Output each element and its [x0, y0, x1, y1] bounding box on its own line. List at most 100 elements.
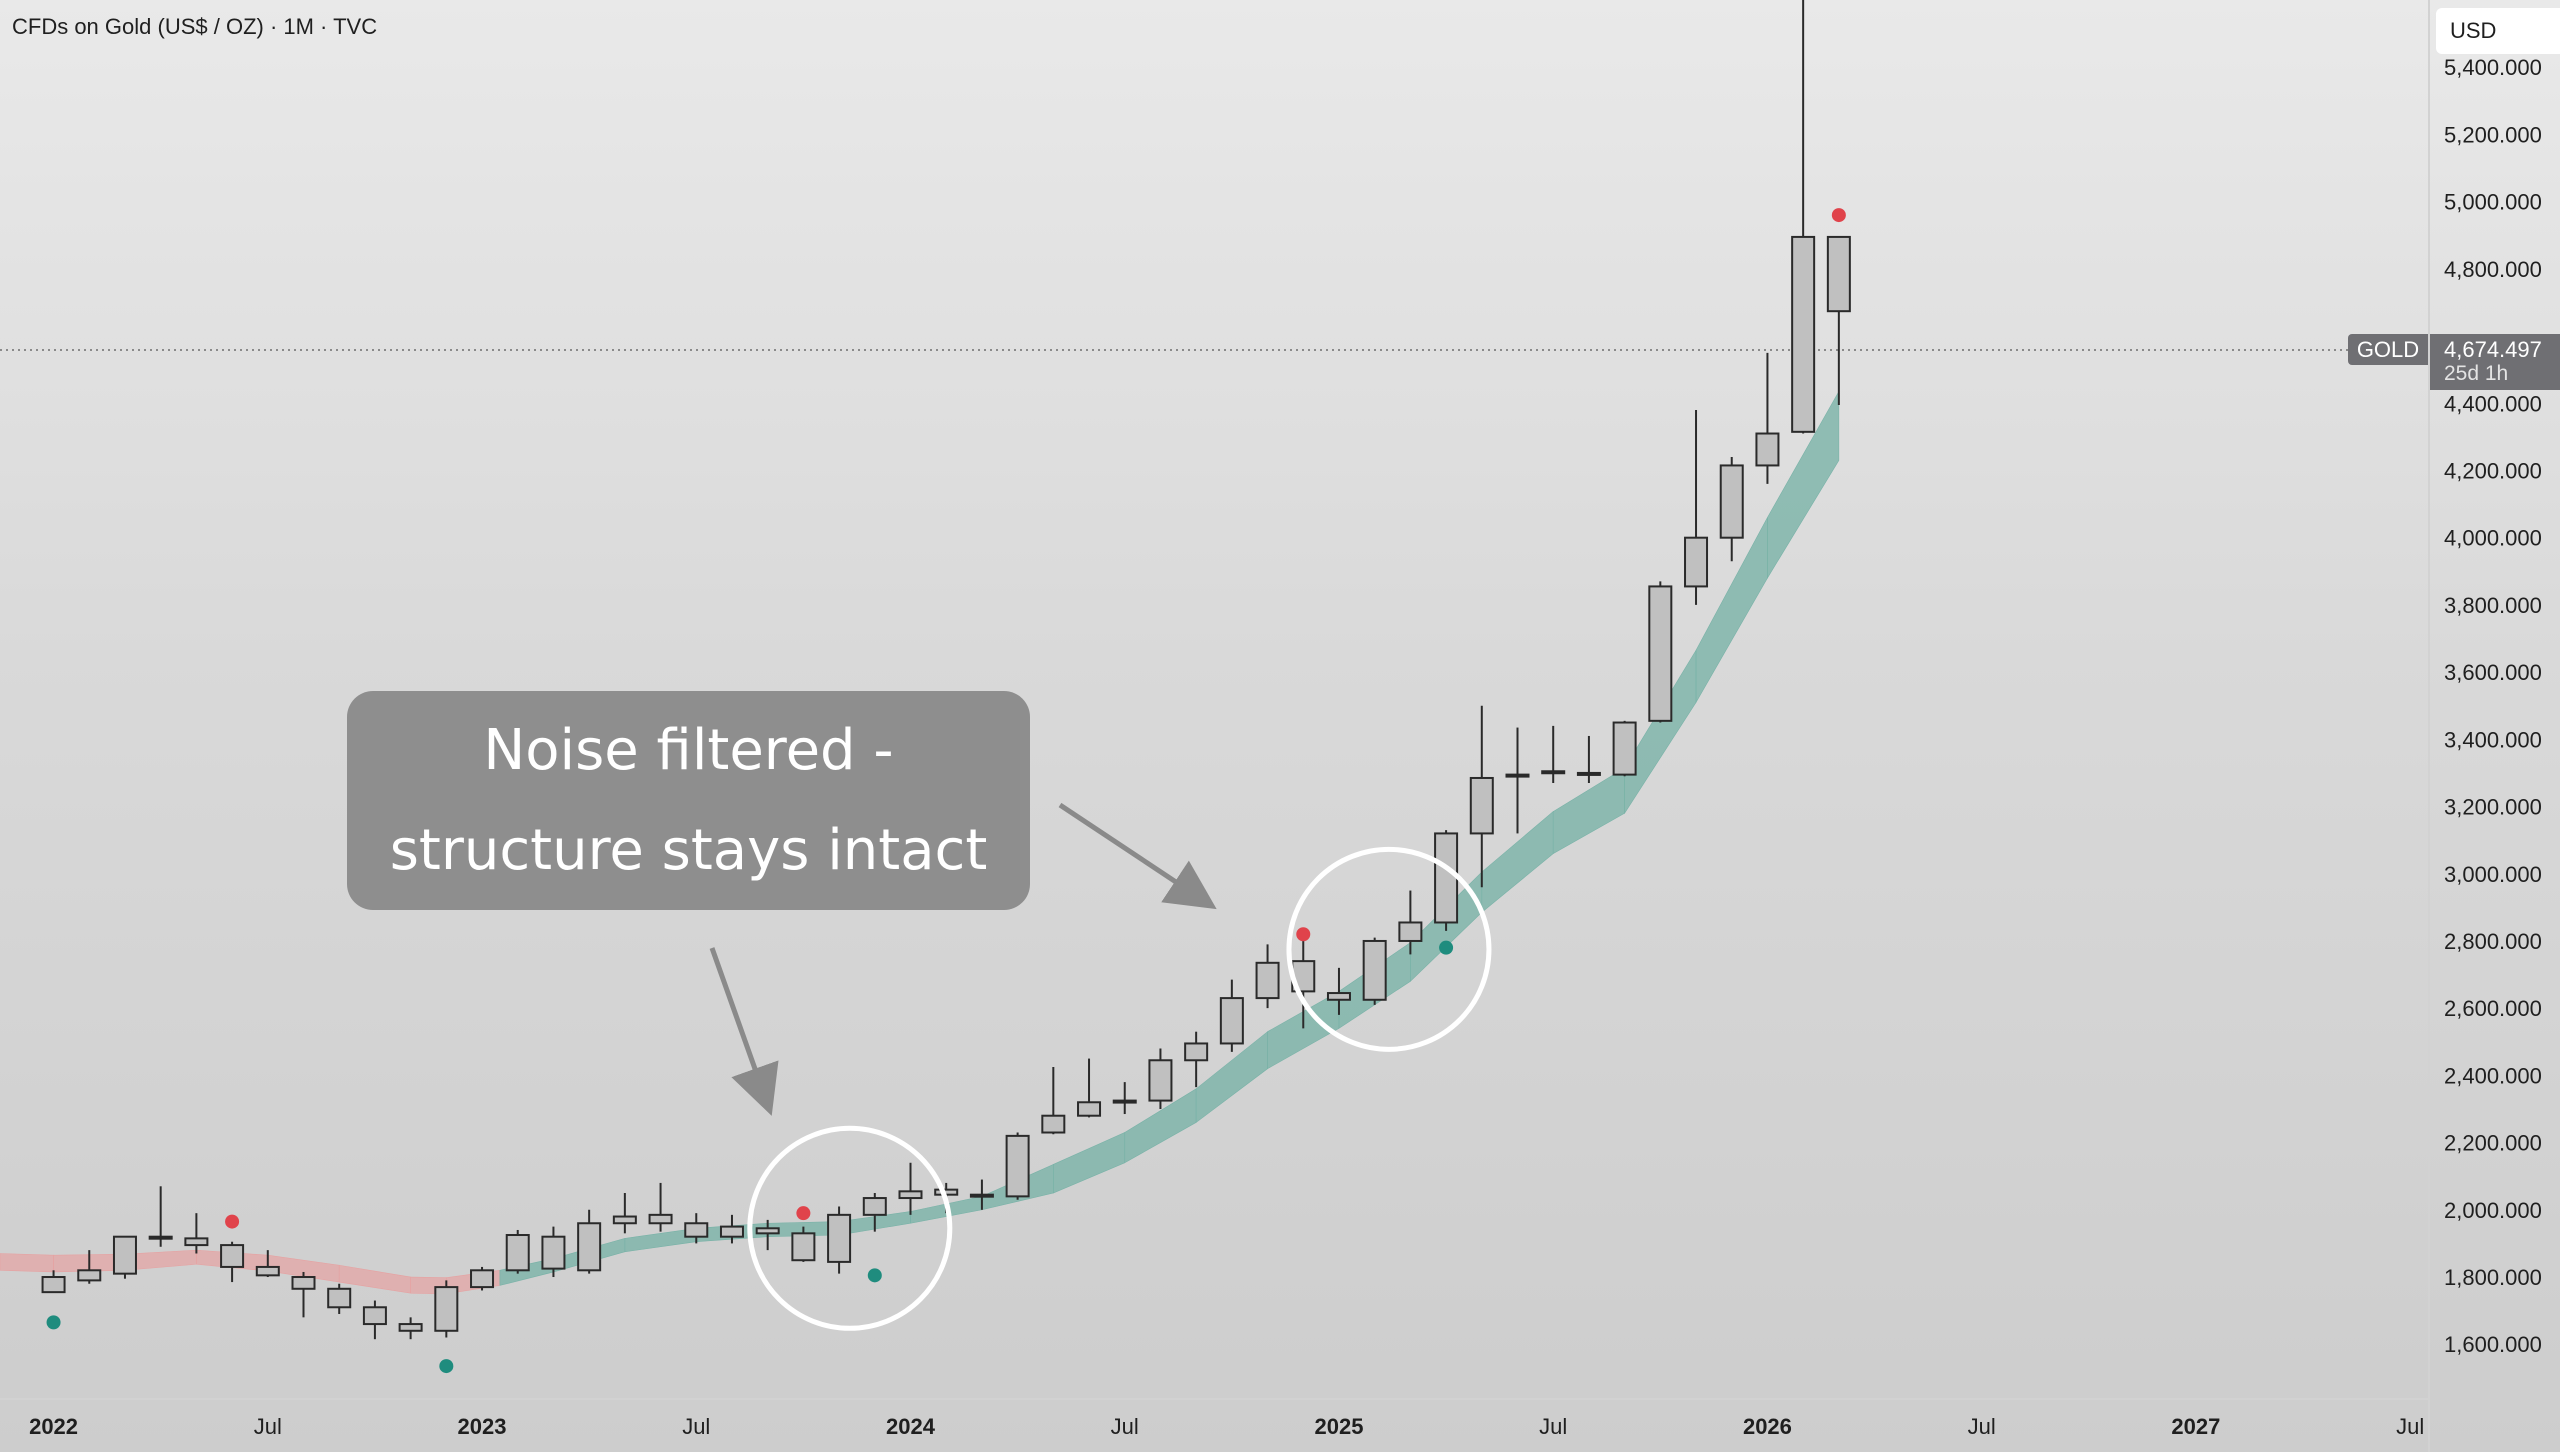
currency-selector[interactable]: USD [2436, 8, 2560, 54]
candle [470, 1266, 495, 1291]
candle [220, 1241, 245, 1283]
candle [648, 1182, 673, 1232]
candle [1148, 1048, 1173, 1109]
candle [1005, 1132, 1030, 1200]
price-tick-label: 4,200.000 [2444, 458, 2542, 483]
candle-body [1791, 235, 1816, 433]
chart-title: CFDs on Gold (US$ / OZ) · 1M · TVC [12, 14, 378, 39]
price-tick-label: 4,800.000 [2444, 257, 2542, 282]
candle-body [1112, 1099, 1137, 1104]
candle-body [1005, 1134, 1030, 1198]
candle-body [719, 1225, 744, 1238]
candle-body [862, 1197, 887, 1216]
last-price-label: 4,674.497 25d 1h [2430, 334, 2560, 390]
candle-body [612, 1215, 637, 1225]
candle-body [827, 1213, 852, 1263]
price-tick-label: 2,000.000 [2444, 1198, 2542, 1223]
candle-body [327, 1287, 352, 1309]
price-tick-label: 4,000.000 [2444, 526, 2542, 551]
price-tick-label: 3,800.000 [2444, 593, 2542, 618]
candle [327, 1283, 352, 1314]
candle [1041, 1066, 1066, 1135]
candle [112, 1235, 137, 1279]
time-tick-label: 2026 [1743, 1414, 1792, 1439]
candle-body [1077, 1101, 1102, 1117]
time-tick-label: 2027 [2171, 1414, 2220, 1439]
candle [1255, 944, 1280, 1009]
candle-body [505, 1234, 530, 1272]
candle [1219, 979, 1244, 1052]
time-tick-label: 2024 [886, 1414, 936, 1439]
time-tick-label: 2025 [1314, 1414, 1363, 1439]
candle-body [1041, 1114, 1066, 1134]
buy-signal-dot [46, 1315, 61, 1330]
band-segment [0, 1253, 54, 1273]
candle [1505, 727, 1530, 834]
price-tick-label: 1,800.000 [2444, 1265, 2542, 1290]
candle-body [1576, 771, 1601, 776]
candle-body [112, 1235, 137, 1275]
candles [41, 0, 1851, 1340]
time-tick-label: Jul [2396, 1414, 2424, 1439]
highlight-circle [1286, 846, 1492, 1052]
candle-body [577, 1222, 602, 1272]
price-tick-label: 1,600.000 [2444, 1332, 2542, 1357]
candle [291, 1271, 316, 1318]
time-tick-label: 2022 [29, 1414, 78, 1439]
candle [1719, 457, 1744, 562]
signal-dots [46, 208, 1846, 1374]
buy-signal-dot [1439, 940, 1454, 955]
candle [1112, 1082, 1137, 1115]
candle [827, 1206, 852, 1274]
time-tick-label: Jul [1968, 1414, 1996, 1439]
price-tick-label: 2,800.000 [2444, 929, 2542, 954]
bar-countdown: 25d 1h [2444, 362, 2509, 385]
price-axis[interactable]: 1,600.000 1,800.000 2,000.000 2,200.000 2,40… [2444, 55, 2542, 1357]
time-axis[interactable]: 2022 Jul 2023 Jul 2024 Jul 2025 Jul 2026 Jul 2027 J… [29, 1414, 2424, 1439]
candle [719, 1214, 744, 1244]
candle-body [255, 1265, 280, 1277]
candle-body [684, 1222, 709, 1238]
candle-body [1326, 992, 1351, 1001]
candle-body [541, 1235, 566, 1270]
candle-body [1362, 939, 1387, 1001]
candle-body [1719, 464, 1744, 539]
candle-body [1826, 235, 1851, 313]
candle [791, 1226, 816, 1262]
buy-signal-dot [439, 1359, 454, 1374]
price-axis-separator [2428, 0, 2430, 1452]
candle [1469, 705, 1494, 888]
candle [505, 1229, 530, 1274]
candle-body [291, 1276, 316, 1290]
time-tick-label: Jul [682, 1414, 710, 1439]
candle-body [1541, 770, 1566, 775]
candle-body [1148, 1059, 1173, 1102]
candle-body [1612, 721, 1637, 776]
candle-body [470, 1269, 495, 1289]
candle-body [398, 1323, 423, 1332]
candle [1826, 235, 1851, 405]
candle-body [41, 1276, 66, 1294]
candle-body [184, 1237, 209, 1247]
candle-body [77, 1269, 102, 1282]
candle [255, 1250, 280, 1278]
candle-body [1755, 432, 1780, 467]
candle [1434, 830, 1459, 931]
time-tick-label: Jul [1111, 1414, 1139, 1439]
price-tick-label: 3,200.000 [2444, 795, 2542, 820]
candle [398, 1317, 423, 1340]
candle-body [1684, 536, 1709, 588]
candle [1398, 890, 1423, 955]
band-segment [1053, 1132, 1126, 1194]
symbol-label: GOLD [2348, 334, 2428, 365]
candle-body [1255, 961, 1280, 1000]
candle [684, 1213, 709, 1244]
candle [1755, 352, 1780, 484]
candle [1791, 0, 1816, 434]
candle [148, 1186, 173, 1247]
last-price-value: 4,674.497 [2444, 337, 2542, 362]
candle-body [1219, 997, 1244, 1045]
candle-body [1648, 585, 1673, 722]
sell-signal-dot [1831, 208, 1846, 223]
